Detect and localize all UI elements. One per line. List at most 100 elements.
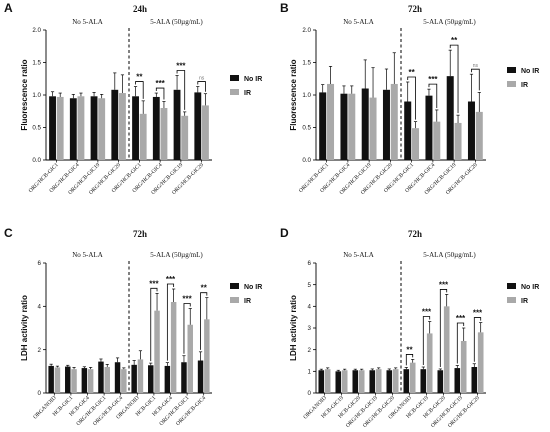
significance-bracket <box>428 83 438 108</box>
bar-no-ir <box>164 365 171 393</box>
legend-swatch-no-ir <box>507 67 516 73</box>
panel-letter: B <box>280 1 289 15</box>
bar-ir <box>341 370 348 393</box>
chart-title: 72h <box>408 229 422 239</box>
legend-label-no-ir: No IR <box>244 76 262 83</box>
bar-no-ir <box>69 98 77 160</box>
y-tick-label: 0.0 <box>32 157 41 164</box>
y-tick-label: 3 <box>308 325 312 332</box>
bar-ir <box>369 97 377 160</box>
y-axis-label: Fluorescence ratio <box>289 59 298 130</box>
bar-no-ir <box>81 368 88 393</box>
bar-ir <box>181 115 189 160</box>
bar-no-ir <box>471 367 478 393</box>
y-tick-label: 6 <box>308 260 312 267</box>
y-tick-label: 6 <box>38 260 42 267</box>
bar-ir <box>98 98 106 160</box>
bar-no-ir <box>65 366 71 393</box>
significance-bracket <box>197 81 206 92</box>
bar-ir <box>160 108 168 160</box>
y-axis-label: LDH activity ratio <box>289 295 298 361</box>
panel-a: A 24h No 5-ALA 5-ALA (50µg/mL) Fluorescence … <box>4 1 262 196</box>
bar-no-ir <box>90 96 98 160</box>
legend-swatch-no-ir <box>230 283 239 289</box>
significance-label: *** <box>176 62 186 71</box>
bar-ir <box>324 369 331 393</box>
significance-bracket <box>439 289 448 367</box>
legend-label-ir: IR <box>244 298 251 305</box>
legend-swatch-no-ir <box>230 75 239 81</box>
y-tick-label: 2 <box>38 347 42 354</box>
significance-label: *** <box>422 308 432 317</box>
significance-bracket <box>150 287 158 362</box>
legend-swatch-ir <box>507 297 516 303</box>
bar-ir <box>358 370 365 393</box>
significance-bracket <box>155 87 165 100</box>
y-tick-label: 2 <box>308 347 312 354</box>
bar-ir <box>475 111 483 160</box>
panel-letter: D <box>280 226 289 240</box>
bar-ir <box>104 367 110 393</box>
bar-ir <box>77 96 85 160</box>
significance-label: ** <box>201 284 208 293</box>
bar-ir <box>426 333 433 393</box>
legend-label-no-ir: No IR <box>521 284 539 291</box>
bar-no-ir <box>382 89 390 160</box>
panel-d: D 72h No 5-ALA 5-ALA (50µg/mL) LDH activity … <box>280 226 539 429</box>
y-tick-label: 0 <box>38 390 42 397</box>
significance-bracket <box>407 76 416 120</box>
bar-ir <box>121 369 127 393</box>
legend-label-ir: IR <box>244 90 251 97</box>
bar-ir <box>327 83 335 160</box>
bar-no-ir <box>437 370 444 393</box>
bar-no-ir <box>49 96 56 160</box>
bar-no-ir <box>173 89 181 160</box>
y-tick-label: 4 <box>308 304 312 311</box>
group-label-no-ala: No 5-ALA <box>72 18 103 26</box>
bar-ir <box>119 93 126 160</box>
bar-no-ir <box>98 361 104 393</box>
panel-b: B 72h No 5-ALA 5-ALA (50µg/mL) Fluorescence … <box>280 1 539 196</box>
significance-label: *** <box>473 309 483 318</box>
chart-title: 72h <box>133 229 147 239</box>
group-label-no-ala: No 5-ALA <box>343 18 374 26</box>
bar-no-ir <box>446 76 454 160</box>
panel-c: C 72h No 5-ALA 5-ALA (50µg/mL) LDH activity … <box>4 226 262 427</box>
y-axis-label: LDH activity ratio <box>20 295 29 361</box>
significance-label: *** <box>149 279 159 288</box>
bar-no-ir <box>114 362 121 393</box>
bar-ir <box>87 369 94 393</box>
x-tick-label: ORG/HCB-GIC20 <box>447 395 481 429</box>
significance-bracket <box>135 81 144 99</box>
y-tick-label: 4 <box>38 304 42 311</box>
bar-no-ir <box>152 96 160 160</box>
bar-no-ir <box>425 95 433 160</box>
significance-label: ns <box>199 76 205 82</box>
significance-label: *** <box>166 275 176 284</box>
y-tick-label: 1.5 <box>302 60 311 67</box>
significance-label: *** <box>439 280 449 289</box>
bar-no-ir <box>319 92 327 160</box>
bar-ir <box>71 369 77 393</box>
significance-label: ** <box>406 345 413 354</box>
bar-ir <box>187 324 193 393</box>
significance-bracket <box>449 44 459 114</box>
significance-bracket <box>200 292 208 350</box>
group-label-ala: 5-ALA (50µg/mL) <box>423 18 476 26</box>
bar-no-ir <box>181 362 187 393</box>
legend-label-no-ir: No IR <box>244 284 262 291</box>
bar-ir <box>154 310 160 393</box>
bar-ir <box>54 367 61 393</box>
bar-no-ir <box>454 368 461 393</box>
significance-bracket <box>422 316 431 365</box>
bar-ir <box>433 121 441 160</box>
bar-ir <box>390 83 398 160</box>
bar-no-ir <box>197 360 204 393</box>
bar-ir <box>56 96 64 160</box>
bar-ir <box>375 369 382 393</box>
y-tick-label: 0.5 <box>32 125 41 132</box>
bar-no-ir <box>335 371 342 393</box>
legend-swatch-no-ir <box>507 283 516 289</box>
group-label-no-ala: No 5-ALA <box>343 251 374 259</box>
bar-no-ir <box>403 369 410 393</box>
